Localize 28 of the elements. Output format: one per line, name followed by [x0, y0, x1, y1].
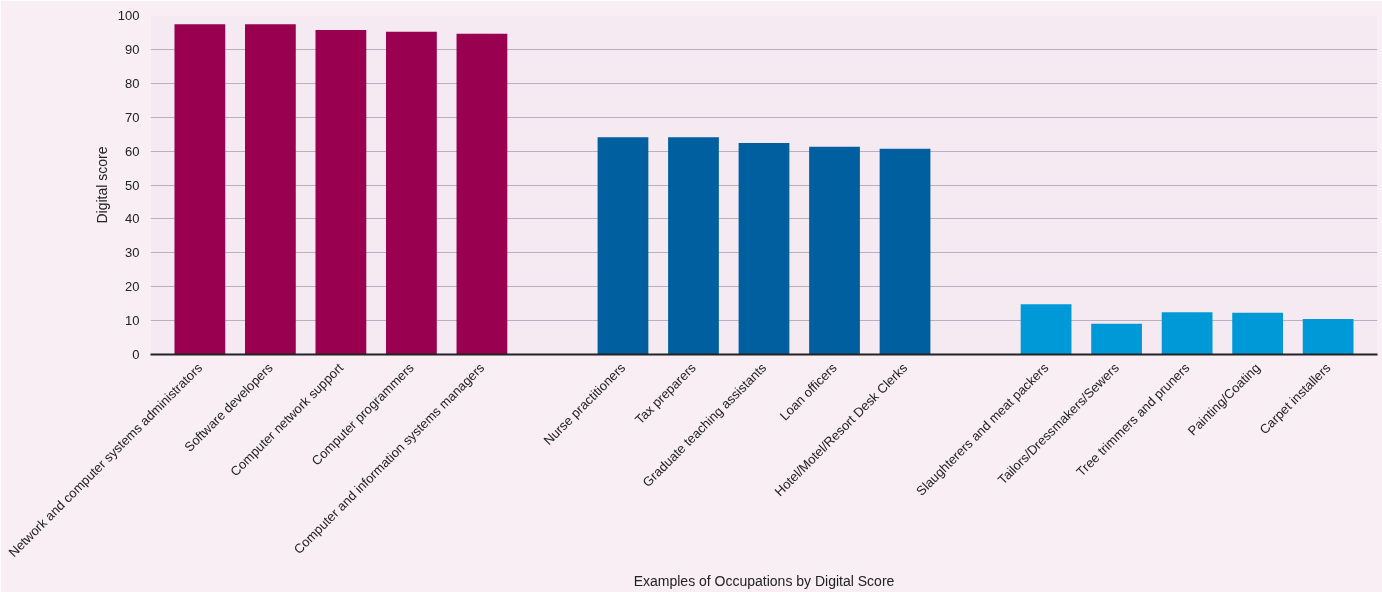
bar [738, 142, 790, 355]
y-tick-label: 90 [125, 41, 140, 57]
bar [879, 148, 931, 355]
x-axis-title: Examples of Occupations by Digital Score [633, 573, 895, 590]
y-tick-label: 40 [125, 211, 140, 227]
bar [668, 137, 719, 355]
y-tick-label: 60 [125, 143, 140, 159]
bar [1161, 312, 1213, 355]
bar [1232, 312, 1284, 355]
bar [386, 31, 437, 355]
bar [456, 33, 508, 355]
bar [597, 137, 649, 355]
bar [1091, 323, 1142, 355]
y-tick-label: 70 [125, 109, 140, 125]
bar [1302, 318, 1354, 355]
y-tick-label: 30 [125, 245, 140, 261]
y-tick-label: 50 [125, 177, 140, 193]
bar [315, 30, 367, 355]
bar [244, 24, 296, 355]
bar [1020, 304, 1072, 355]
y-tick-label: 100 [117, 8, 140, 23]
bar [174, 24, 226, 355]
y-tick-label: 20 [125, 279, 140, 295]
y-tick-label: 0 [132, 347, 140, 362]
y-tick-label: 80 [125, 75, 140, 91]
y-tick-label: 10 [125, 313, 140, 329]
y-axis-title: Digital score [93, 146, 110, 224]
bar [809, 146, 860, 355]
